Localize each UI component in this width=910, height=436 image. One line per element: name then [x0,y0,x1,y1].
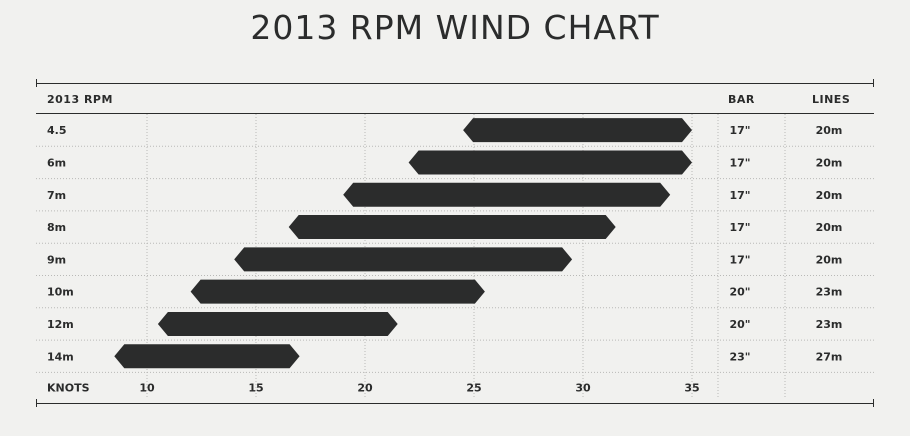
bar-size-value: 17" [729,253,750,266]
wind-range-bar [463,118,692,143]
bar-size-value: 17" [729,156,750,169]
line-length-value: 23m [816,318,843,331]
x-tick-label: 25 [466,381,481,394]
bar-size-value: 17" [729,124,750,137]
header-rule [36,113,874,114]
x-tick-label: 35 [684,381,699,394]
bar-size-value: 17" [729,189,750,202]
top-rule-right-tick [873,79,874,87]
line-length-value: 20m [816,189,843,202]
bottom-rule [36,403,874,404]
chart-title: 2013 RPM WIND CHART [250,8,660,47]
line-length-value: 23m [816,286,843,299]
x-tick-label: 10 [139,381,155,394]
bottom-rule-right-tick [873,399,874,407]
line-length-value: 27m [816,350,843,363]
kite-size-label: 4.5 [47,124,67,137]
model-column-header: 2013 RPM [47,93,113,106]
line-length-value: 20m [816,124,843,137]
kite-size-label: 12m [47,318,74,331]
kite-size-label: 10m [47,286,74,299]
top-rule [36,83,874,84]
bar-size-value: 20" [729,286,750,299]
line-length-value: 20m [816,253,843,266]
wind-range-bar [408,150,692,175]
top-rule-left-tick [36,79,37,87]
wind-range-bar [114,344,300,369]
x-tick-label: 15 [248,381,263,394]
wind-range-bar [157,311,398,336]
bottom-rule-left-tick [36,399,37,407]
kite-size-label: 9m [47,253,66,266]
wind-range-bar [234,247,573,272]
kite-size-label: 6m [47,156,66,169]
kite-size-label: 14m [47,350,74,363]
wind-range-bar [343,182,671,207]
wind-range-bar [288,215,616,240]
bar-size-value: 20" [729,318,750,331]
x-tick-label: 30 [575,381,591,394]
bar-column-header: BAR [728,93,755,106]
kite-size-label: 7m [47,189,66,202]
lines-column-header: LINES [812,93,851,106]
line-length-value: 20m [816,221,843,234]
bar-size-value: 23" [729,350,750,363]
wind-range-bar [190,279,485,304]
bar-size-value: 17" [729,221,750,234]
line-length-value: 20m [816,156,843,169]
kite-size-label: 8m [47,221,66,234]
x-axis-label: KNOTS [47,381,90,394]
x-tick-label: 20 [357,381,373,394]
